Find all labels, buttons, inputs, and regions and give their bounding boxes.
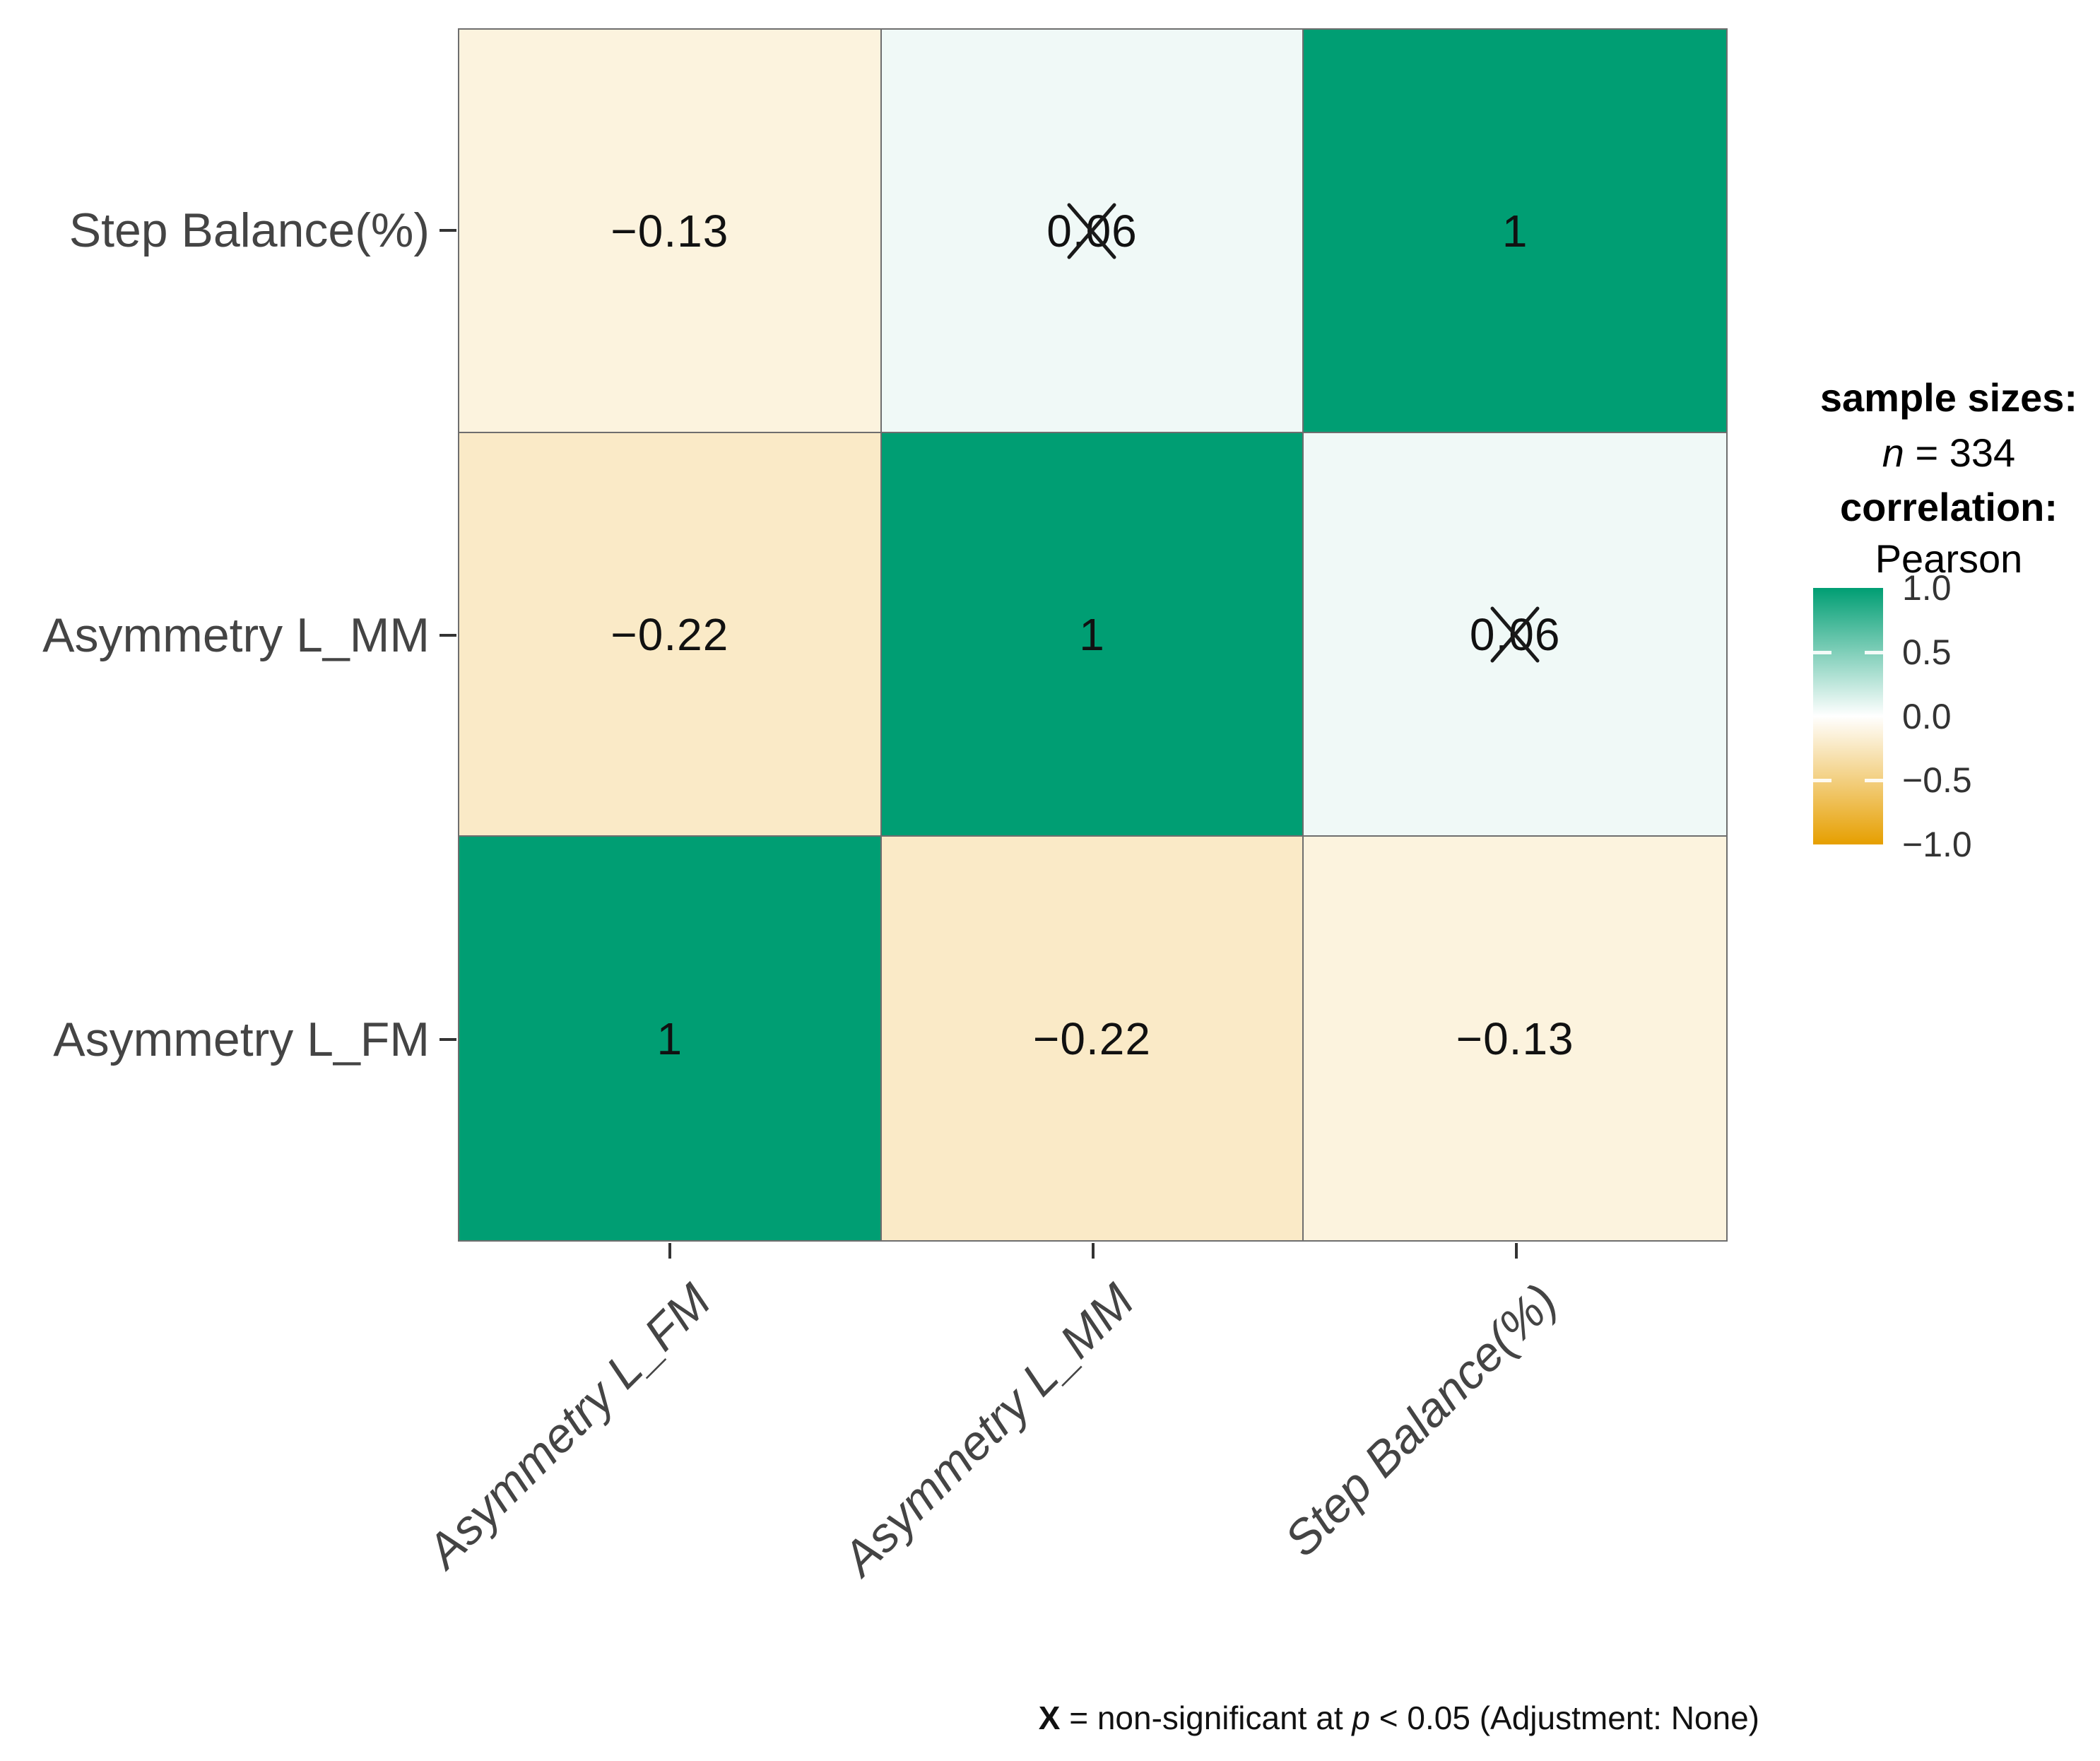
colorbar-tick-label: −1.0 <box>1902 825 1972 864</box>
legend-correlation-title: correlation: <box>1839 485 2058 529</box>
cell-value: −0.13 <box>1456 1013 1574 1064</box>
cell-value: 1 <box>1079 608 1105 660</box>
y-axis-tick <box>440 1037 456 1041</box>
cell-value: −0.13 <box>610 205 729 257</box>
y-axis-tick <box>440 229 456 232</box>
heatmap-cell: 1 <box>1304 30 1726 433</box>
colorbar-tick-label: 0.5 <box>1902 632 1952 672</box>
legend-colorbar-gradient <box>1813 588 1883 844</box>
colorbar-tick-label: 0.0 <box>1902 696 1952 736</box>
caption: X = non-significant at p < 0.05 (Adjustm… <box>1039 1699 1759 1737</box>
y-axis-label: Step Balance(%) <box>69 204 430 258</box>
heatmap-cell: 1 <box>881 433 1304 837</box>
legend-sample-sizes-title: sample sizes: <box>1819 375 2078 420</box>
cell-value: 0.06 <box>1469 608 1561 660</box>
legend-correlation-method: Pearson <box>1875 536 2023 581</box>
n-value: = 334 <box>1904 430 2016 475</box>
legend-sample-size-value: n = 334 <box>1797 432 2100 473</box>
x-axis-label: Step Balance(%) <box>1274 1273 1567 1567</box>
x-axis-label: Asymmetry L_FM <box>416 1273 721 1578</box>
colorbar-tick-mark <box>1813 650 1831 654</box>
cell-value: 0.06 <box>1046 205 1138 257</box>
x-axis-label: Asymmetry L_MM <box>832 1273 1144 1586</box>
heatmap-cell: −0.13 <box>1304 837 1726 1240</box>
heatmap-cell: −0.22 <box>459 433 882 837</box>
heatmap-cell: 1 <box>459 837 882 1240</box>
y-axis-label: Asymmetry L_FM <box>53 1012 430 1066</box>
cell-value: −0.22 <box>610 608 729 660</box>
heatmap-cell: −0.22 <box>881 837 1304 1240</box>
cell-value: 1 <box>1502 205 1528 257</box>
x-axis-tick <box>668 1243 671 1259</box>
caption-p-symbol: p <box>1352 1700 1370 1736</box>
x-axis-tick <box>1091 1243 1095 1259</box>
heatmap-cell: 0.06 <box>881 30 1304 433</box>
heatmap-cell: 0.06 <box>1304 433 1726 837</box>
heatmap-grid: −0.13 0.06 1 −0.22 1 0.06 1 −0.22 −0.13 <box>458 28 1728 1242</box>
cell-value: −0.22 <box>1033 1013 1151 1064</box>
colorbar-tick-mark <box>1865 650 1883 654</box>
y-axis-tick <box>440 633 456 637</box>
n-symbol: n <box>1882 430 1904 475</box>
caption-text-2: < 0.05 (Adjustment: None) <box>1369 1700 1759 1736</box>
colorbar-tick-mark <box>1865 779 1883 783</box>
colorbar-tick-label: 1.0 <box>1902 568 1952 608</box>
caption-x-symbol: X <box>1038 1700 1061 1736</box>
heatmap-cell: −0.13 <box>459 30 882 433</box>
colorbar-tick-mark <box>1813 779 1831 783</box>
caption-text-1: = non-significant at <box>1060 1700 1352 1736</box>
y-axis-label: Asymmetry L_MM <box>42 608 430 662</box>
x-axis-tick <box>1514 1243 1518 1259</box>
cell-value: 1 <box>656 1013 683 1064</box>
colorbar-tick-label: −0.5 <box>1902 760 1972 801</box>
